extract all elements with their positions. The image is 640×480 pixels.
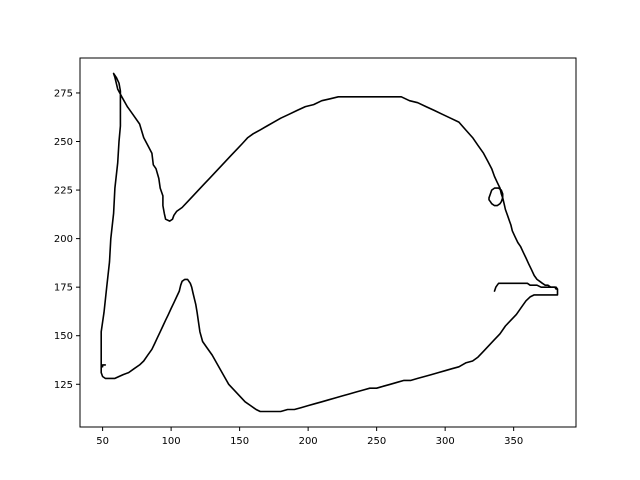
y-tick-label: 125 xyxy=(54,380,73,391)
y-tick-label: 275 xyxy=(54,88,73,99)
series-line-eye xyxy=(488,187,504,207)
series-line-fin-tip-mark xyxy=(101,364,107,368)
x-tick-label: 200 xyxy=(299,436,318,447)
y-tick-label: 175 xyxy=(54,283,73,294)
x-tick-label: 100 xyxy=(162,436,181,447)
x-tick-label: 350 xyxy=(504,436,523,447)
x-axis: 50 100 150 200 250 300 350 xyxy=(96,427,523,447)
x-tick-label: 250 xyxy=(367,436,386,447)
plot-frame xyxy=(79,57,577,428)
y-tick-label: 250 xyxy=(54,137,73,148)
y-tick-label: 150 xyxy=(54,331,73,342)
y-axis: 125 150 175 200 225 250 275 xyxy=(54,88,80,391)
x-tick-label: 300 xyxy=(436,436,455,447)
series-line-body-outline xyxy=(100,72,559,413)
y-tick-label: 225 xyxy=(54,186,73,197)
x-tick-label: 150 xyxy=(230,436,249,447)
series-layer xyxy=(100,72,559,413)
series-line-mouth-line xyxy=(493,282,557,292)
x-tick-label: 50 xyxy=(96,436,109,447)
y-tick-label: 200 xyxy=(54,234,73,245)
